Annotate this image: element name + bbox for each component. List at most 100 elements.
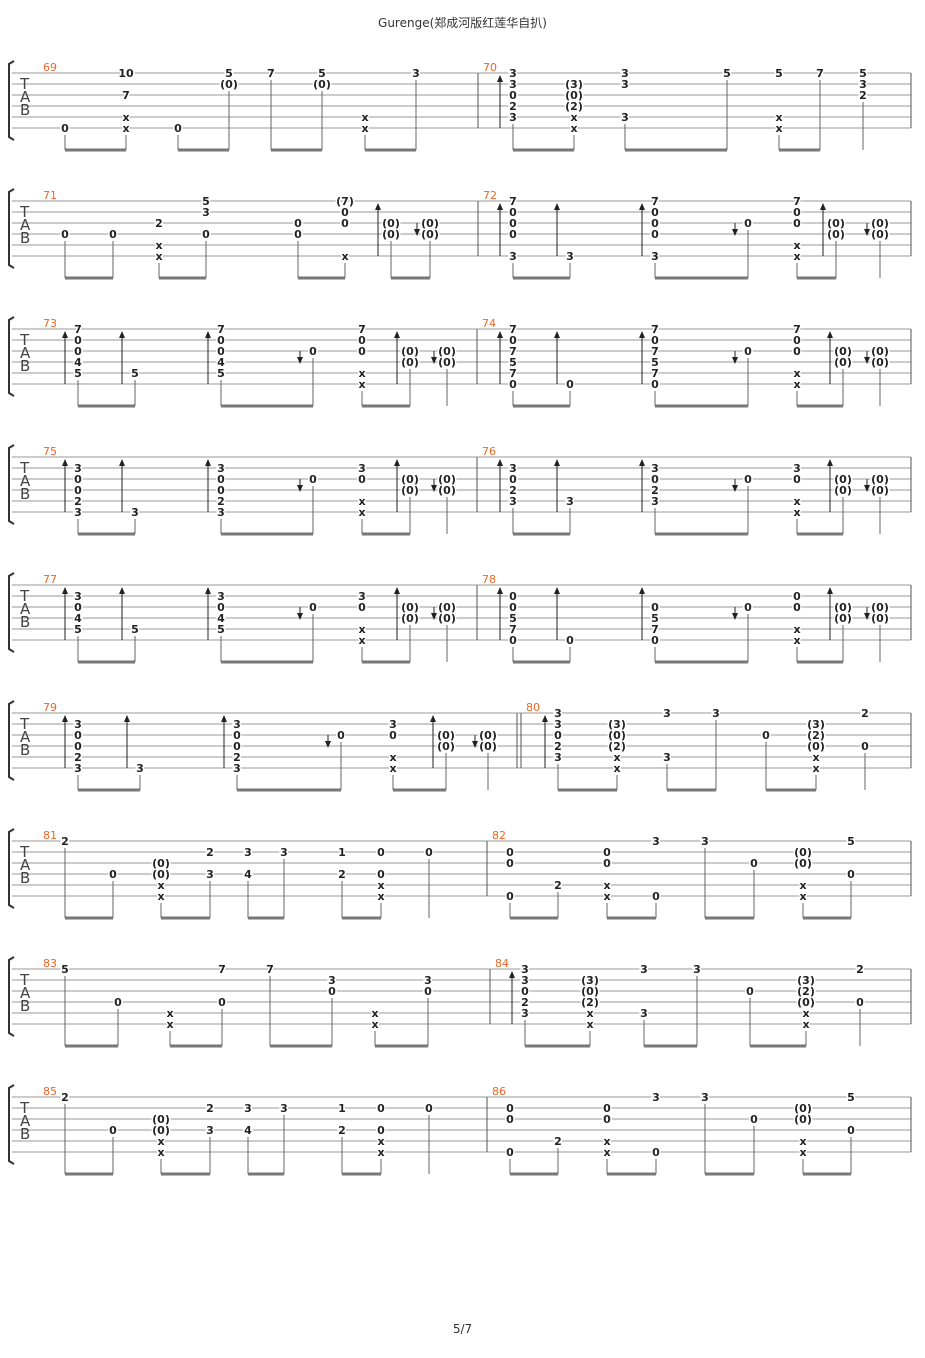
system-bracket [8,444,15,525]
fret-number: 0 [603,1102,611,1115]
score-title: Gurenge(郑成河版红莲华自扒) [378,16,547,30]
fret-number: 0 [109,868,117,881]
fret-number: 0 [358,473,366,486]
fret-number: 2 [338,1124,346,1137]
fret-number: 0 [74,484,82,497]
fret-number: 0 [109,1124,117,1137]
tab-clef-letter: T [19,587,30,605]
arrow-up-icon [542,715,548,722]
fret-number: (0) [871,345,889,358]
fret-number: (0) [401,345,419,358]
fret-number: 5 [651,356,659,369]
arrow-up-icon [119,331,125,338]
tab-clef-letter: T [19,459,30,477]
fret-number: 2 [233,751,241,764]
fret-number: 3 [217,590,225,603]
arrow-down-icon [414,229,420,236]
tab-clef-letter: A [20,216,31,234]
fret-number: (0) [152,868,170,881]
fret-number: 0 [506,857,514,870]
fret-number: 0 [217,345,225,358]
fret-number: 7 [267,67,275,80]
fret-number: 4 [74,612,82,625]
fret-number: (0) [608,729,626,742]
arrow-up-icon [554,587,560,594]
arrow-up-icon [554,203,560,210]
fret-number: 3 [233,718,241,731]
fret-number: 7 [816,67,824,80]
fret-number: x [793,623,800,636]
fret-number: x [812,751,819,764]
fret-number: (0) [565,89,583,102]
fret-number: 3 [206,1124,214,1137]
tab-clef-letter: A [20,600,31,618]
fret-number: 3 [244,846,252,859]
fret-number: 3 [244,1102,252,1115]
fret-number: 5 [847,1091,855,1104]
tab-clef-letter: A [20,344,31,362]
fret-number: 0 [294,228,302,241]
fret-number: (0) [834,612,852,625]
fret-number: (0) [437,729,455,742]
fret-number: 0 [61,122,69,135]
fret-number: (0) [401,601,419,614]
fret-number: x [361,111,368,124]
fret-number: 0 [651,634,659,647]
fret-number: x [389,751,396,764]
tab-clef-letter: A [20,728,31,746]
measure-number: 70 [483,61,497,74]
fret-number: 3 [74,590,82,603]
fret-number: 3 [652,1091,660,1104]
fret-number: 2 [521,996,529,1009]
fret-number: (0) [871,601,889,614]
fret-number: 2 [155,217,163,230]
fret-number: 3 [652,835,660,848]
measure-number: 85 [43,1085,57,1098]
arrow-up-icon [394,331,400,338]
fret-number: x [122,122,129,135]
fret-number: 0 [509,206,517,219]
system-bracket [8,1084,15,1165]
fret-number: 3 [663,751,671,764]
fret-number: (0) [152,857,170,870]
arrow-up-icon [205,587,211,594]
fret-number: x [793,495,800,508]
fret-number: 7 [217,323,225,336]
fret-number: 7 [793,323,801,336]
fret-number: 0 [506,890,514,903]
fret-number: 0 [506,1113,514,1126]
fret-number: 0 [603,857,611,870]
fret-number: 3 [74,462,82,475]
fret-number: 2 [856,963,864,976]
fret-number: x [361,122,368,135]
fret-number: x [157,1146,164,1159]
fret-number: 0 [233,740,241,753]
fret-number: 0 [425,1102,433,1115]
arrow-up-icon [497,587,503,594]
fret-number: (0) [794,846,812,859]
fret-number: 3 [521,963,529,976]
fret-number: x [377,1146,384,1159]
fret-number: (0) [871,473,889,486]
fret-number: (0) [438,473,456,486]
fret-number: 3 [640,963,648,976]
tab-clef-letter: A [20,984,31,1002]
fret-number: (0) [834,356,852,369]
fret-number: 3 [509,462,517,475]
fret-number: 3 [701,835,709,848]
fret-number: 5 [131,623,139,636]
fret-number: 7 [509,345,517,358]
fret-number: 0 [217,484,225,497]
fret-number: 0 [603,846,611,859]
fret-number: 0 [217,473,225,486]
fret-number: 0 [744,345,752,358]
fret-number: 0 [750,857,758,870]
fret-number: 3 [566,495,574,508]
fret-number: 5 [74,623,82,636]
fret-number: (0) [581,985,599,998]
fret-number: 0 [603,1113,611,1126]
fret-number: 3 [131,506,139,519]
system-bracket [8,700,15,781]
fret-number: 3 [202,206,210,219]
fret-number: x [799,1135,806,1148]
